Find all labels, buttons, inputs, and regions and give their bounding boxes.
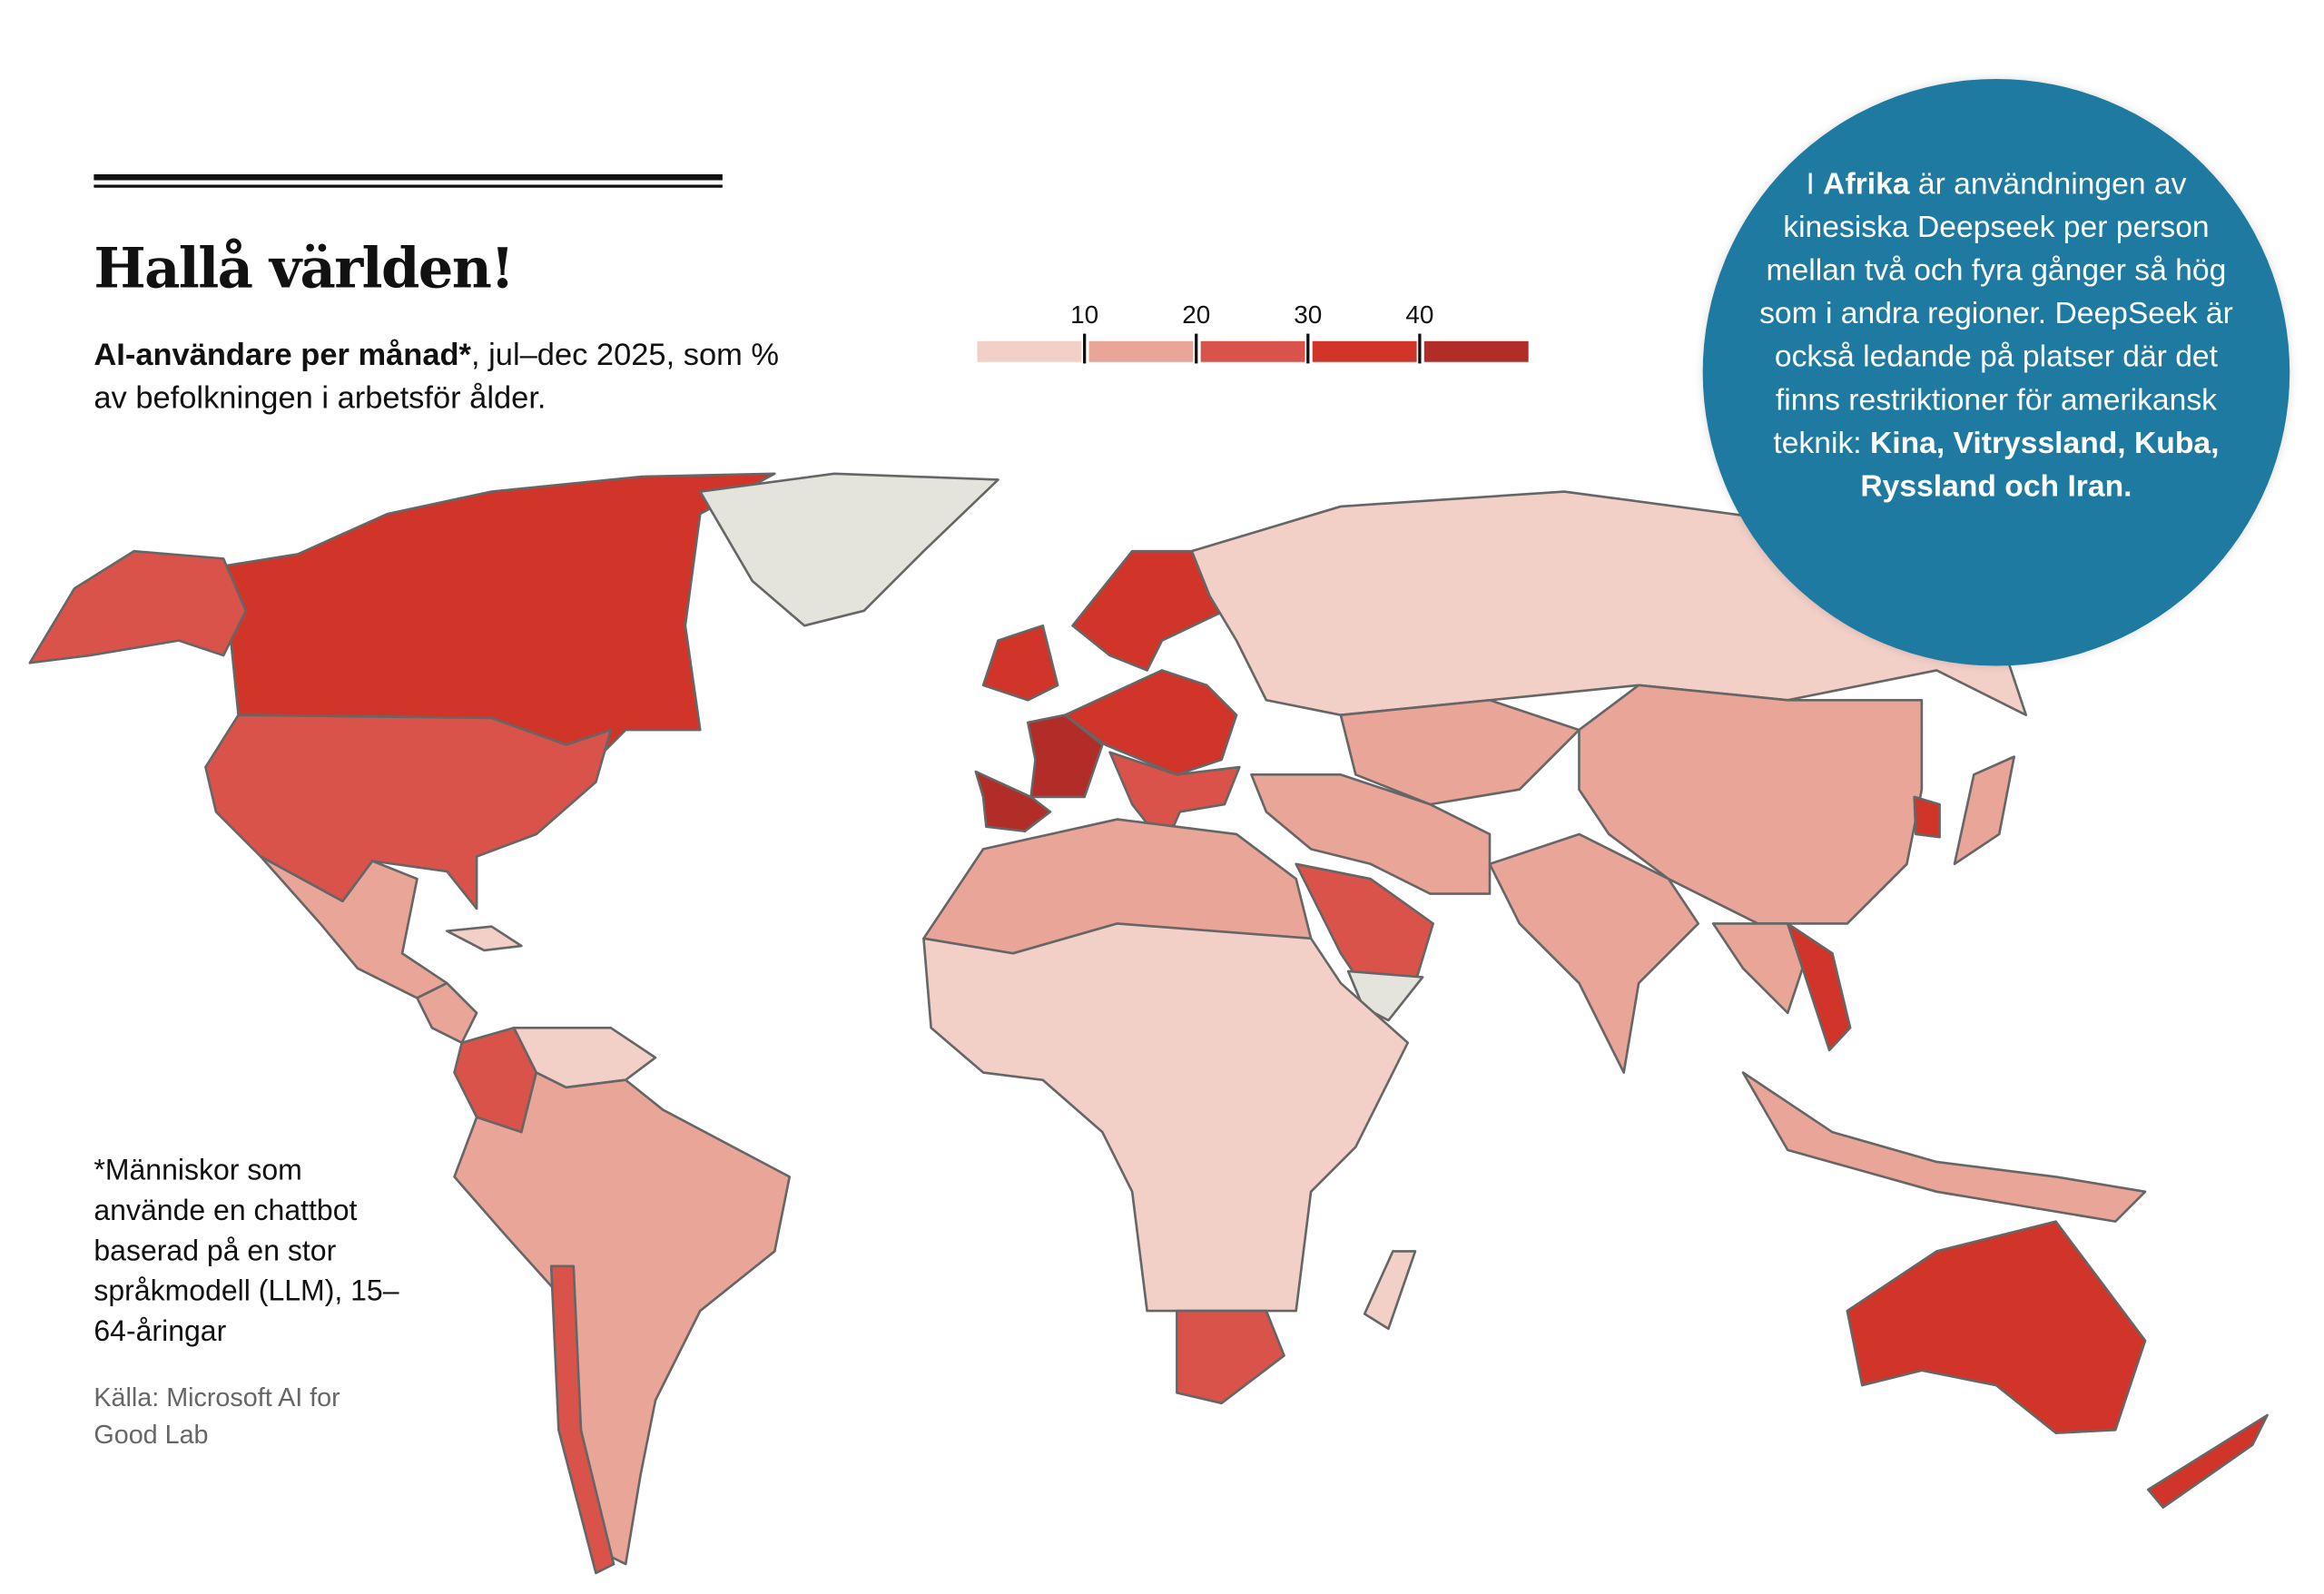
region-cuba — [445, 925, 523, 952]
region-australia — [1846, 1220, 2147, 1434]
subtitle-rest: , jul–dec 2025, som % av befolkningen i … — [94, 338, 780, 416]
callout-bold-countries: Kina, Vitryssland, Kuba, Ryssland och Ir… — [1860, 426, 2220, 504]
callout-bold-africa: Afrika — [1823, 166, 1910, 202]
region-mexico — [259, 855, 448, 999]
region-southern-europe — [1108, 751, 1241, 848]
region-vietnam — [1786, 922, 1852, 1052]
page-title: Hallå världen! — [94, 235, 515, 301]
region-south-africa — [1176, 1309, 1285, 1405]
legend-tick — [1195, 333, 1198, 364]
region-sub-saharan-africa — [922, 922, 1410, 1313]
region-india — [1488, 832, 1700, 1074]
legend-bin-0 — [977, 340, 1082, 362]
region-china — [1578, 684, 1924, 925]
region-united-kingdom — [981, 624, 1059, 702]
callout-text: är användningen av kinesiska Deepseek pe… — [1759, 166, 2233, 461]
region-greenland — [698, 472, 1000, 627]
legend-bin-1 — [1088, 340, 1194, 362]
region-spain — [974, 770, 1052, 832]
legend-label: 30 — [1294, 300, 1323, 330]
source-note: Källa: Microsoft AI for Good Lab — [94, 1382, 340, 1450]
region-middle-east — [1250, 773, 1492, 895]
header-rule — [94, 173, 723, 181]
region-japan — [1953, 755, 2015, 866]
region-central-america — [416, 981, 478, 1045]
color-legend: 10 20 30 40 — [977, 298, 1529, 365]
region-alaska-usa — [28, 549, 248, 664]
legend-bin-3 — [1312, 340, 1417, 362]
footnote: *Människor som använde en chattbot baser… — [94, 1154, 399, 1349]
region-nordics — [1071, 549, 1226, 672]
subtitle: AI-användare per månad*, jul–dec 2025, s… — [94, 334, 779, 420]
legend-tick — [1083, 333, 1087, 364]
subtitle-bold: AI-användare per månad* — [94, 338, 471, 373]
region-indonesia — [1741, 1071, 2147, 1223]
legend-tick — [1418, 333, 1422, 364]
callout-bubble: I Afrika är användningen av kinesiska De… — [1702, 78, 2290, 666]
legend-label: 40 — [1405, 300, 1434, 330]
callout-text: I — [1806, 166, 1824, 202]
legend-tick — [1306, 333, 1310, 364]
region-southeast-asia — [1711, 922, 1804, 1015]
region-chile — [549, 1264, 615, 1575]
header-rule-thin — [94, 184, 723, 187]
region-madagascar — [1363, 1250, 1417, 1331]
legend-label: 20 — [1182, 300, 1211, 330]
legend-label: 10 — [1070, 300, 1099, 330]
region-south-korea — [1913, 795, 1941, 839]
legend-bin-4 — [1423, 340, 1529, 362]
region-new-zealand — [2147, 1413, 2269, 1510]
region-central-asia — [1339, 698, 1581, 806]
region-central-europe — [1064, 669, 1238, 776]
region-south-america — [453, 1071, 792, 1566]
legend-bin-2 — [1200, 340, 1305, 362]
region-usa — [204, 713, 613, 910]
